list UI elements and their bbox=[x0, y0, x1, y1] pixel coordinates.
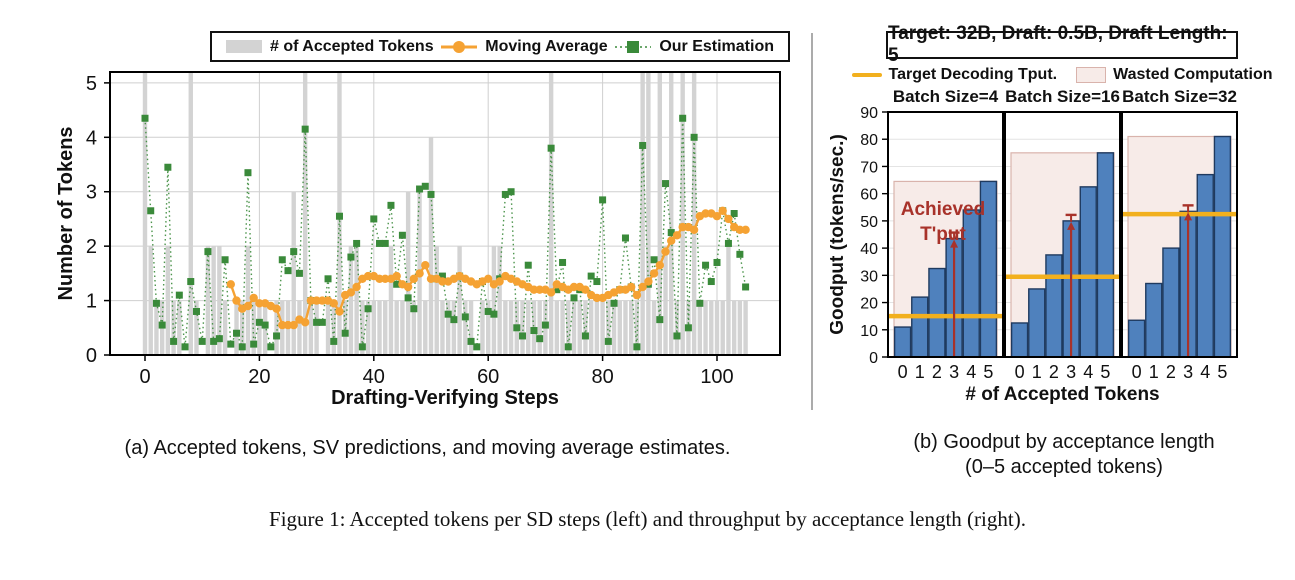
right-chart-legend: Target Decoding Tput. Wasted Computation bbox=[836, 64, 1288, 86]
green-square-marker-icon bbox=[615, 40, 652, 53]
svg-text:3: 3 bbox=[1183, 362, 1193, 382]
figure-caption: Figure 1: Accepted tokens per SD steps (… bbox=[269, 507, 1026, 531]
svg-text:5: 5 bbox=[1100, 362, 1110, 382]
svg-text:20: 20 bbox=[248, 366, 270, 388]
legend-item-moving-average: Moving Average bbox=[441, 37, 608, 56]
svg-text:Drafting-Verifying Steps: Drafting-Verifying Steps bbox=[331, 387, 559, 409]
svg-text:50: 50 bbox=[860, 214, 878, 231]
svg-text:3: 3 bbox=[86, 182, 97, 204]
svg-text:0: 0 bbox=[1015, 362, 1025, 382]
legend-label: Moving Average bbox=[485, 37, 608, 55]
svg-text:40: 40 bbox=[860, 241, 878, 258]
svg-text:3: 3 bbox=[1066, 362, 1076, 382]
caption-b: (b) Goodput by acceptance length (0–5 ac… bbox=[848, 430, 1280, 480]
gray-bar-swatch-icon bbox=[226, 40, 262, 53]
svg-text:90: 90 bbox=[860, 105, 878, 122]
svg-text:0: 0 bbox=[1132, 362, 1142, 382]
accepted-tokens-chart: 0 20 40 60 80 100 0 1 2 3 4 5 Drafting-Verifying Ste… bbox=[55, 71, 781, 409]
svg-text:4: 4 bbox=[1083, 362, 1093, 382]
svg-text:1: 1 bbox=[915, 362, 925, 382]
svg-text:4: 4 bbox=[1200, 362, 1210, 382]
svg-text:Batch Size=16: Batch Size=16 bbox=[1005, 88, 1120, 106]
legend-label: Wasted Computation bbox=[1113, 66, 1273, 83]
caption-b-line1: (b) Goodput by acceptance length bbox=[913, 431, 1215, 453]
svg-text:60: 60 bbox=[860, 187, 878, 204]
svg-text:5: 5 bbox=[86, 73, 97, 95]
target-line-swatch-icon bbox=[851, 73, 882, 77]
svg-text:4: 4 bbox=[86, 127, 97, 149]
legend-label: # of Accepted Tokens bbox=[270, 37, 434, 55]
legend-label: Our Estimation bbox=[659, 37, 774, 55]
panel-divider bbox=[811, 33, 813, 410]
caption-b-line2: (0–5 accepted tokens) bbox=[965, 456, 1163, 478]
svg-text:40: 40 bbox=[363, 366, 385, 388]
svg-text:3: 3 bbox=[949, 362, 959, 382]
svg-text:5: 5 bbox=[1217, 362, 1227, 382]
svg-text:1: 1 bbox=[1149, 362, 1159, 382]
svg-text:Achieved: Achieved bbox=[901, 199, 985, 220]
svg-text:Number of Tokens: Number of Tokens bbox=[55, 126, 77, 300]
legend-label: Target Decoding Tput. bbox=[888, 66, 1058, 83]
svg-text:4: 4 bbox=[966, 362, 976, 382]
svg-text:80: 80 bbox=[860, 132, 878, 149]
svg-text:0: 0 bbox=[86, 345, 97, 367]
svg-text:1: 1 bbox=[86, 291, 97, 313]
left-chart-legend: # of Accepted Tokens Moving Average Our … bbox=[210, 31, 790, 62]
caption-a: (a) Accepted tokens, SV predictions, and… bbox=[124, 437, 731, 459]
svg-text:70: 70 bbox=[860, 159, 878, 176]
svg-text:30: 30 bbox=[860, 268, 878, 285]
legend-item-accepted-tokens: # of Accepted Tokens bbox=[226, 38, 434, 56]
svg-text:100: 100 bbox=[700, 366, 733, 388]
svg-text:Goodput (tokens/sec.): Goodput (tokens/sec.) bbox=[830, 134, 848, 335]
svg-text:1: 1 bbox=[1032, 362, 1042, 382]
svg-text:2: 2 bbox=[86, 236, 97, 258]
svg-text:2: 2 bbox=[932, 362, 942, 382]
legend-item-our-estimation: Our Estimation bbox=[615, 38, 774, 56]
right-chart-title: Target: 32B, Draft: 0.5B, Draft Length: … bbox=[886, 23, 1238, 66]
svg-text:Batch Size=4: Batch Size=4 bbox=[893, 88, 999, 106]
svg-text:0: 0 bbox=[869, 350, 878, 367]
svg-text:Batch Size=32: Batch Size=32 bbox=[1122, 88, 1237, 106]
svg-text:20: 20 bbox=[860, 296, 878, 313]
svg-text:5: 5 bbox=[983, 362, 993, 382]
svg-text:80: 80 bbox=[591, 366, 613, 388]
svg-text:2: 2 bbox=[1049, 362, 1059, 382]
svg-text:# of Accepted Tokens: # of Accepted Tokens bbox=[965, 384, 1159, 405]
svg-text:2: 2 bbox=[1166, 362, 1176, 382]
svg-text:0: 0 bbox=[139, 366, 150, 388]
svg-text:0: 0 bbox=[898, 362, 908, 382]
wasted-computation-swatch-icon bbox=[1076, 67, 1107, 83]
svg-text:10: 10 bbox=[860, 323, 878, 340]
svg-text:T'put: T'put bbox=[920, 224, 966, 245]
svg-text:60: 60 bbox=[477, 366, 499, 388]
orange-line-marker-icon bbox=[441, 40, 478, 53]
